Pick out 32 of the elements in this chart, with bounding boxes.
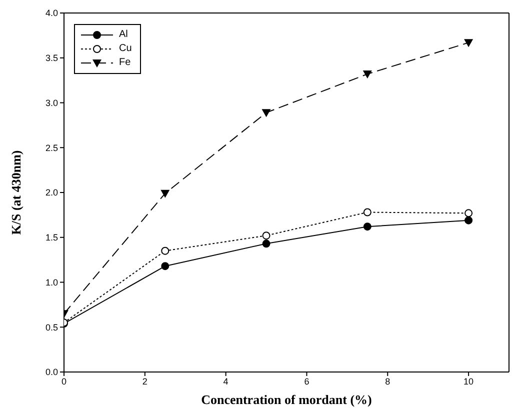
y-tick-label: 2.5	[45, 142, 58, 153]
point	[160, 190, 170, 198]
y-tick-label: 3.0	[45, 98, 58, 108]
x-tick-label: 8	[385, 376, 390, 386]
y-tick-label: 0.5	[45, 322, 58, 332]
x-tick-label: 4	[223, 376, 228, 386]
y-tick-label: 4.0	[45, 8, 58, 18]
point	[464, 216, 473, 224]
x-tick-label: 10	[464, 376, 474, 386]
point	[464, 209, 473, 218]
point	[464, 39, 474, 48]
point	[363, 222, 372, 231]
point	[161, 246, 170, 255]
point	[362, 70, 372, 79]
x-tick-label: 2	[142, 376, 148, 386]
x-tick-label: 6	[304, 376, 310, 386]
legend-label: Al	[119, 28, 128, 42]
y-tick-label: 1.0	[45, 277, 58, 288]
legend-label: Cu	[119, 42, 132, 56]
legend-label: Fe	[119, 56, 131, 70]
point	[262, 240, 270, 248]
y-tick-label: 1.5	[45, 232, 58, 243]
point	[262, 109, 271, 118]
y-tick-label: 3.5	[45, 53, 58, 64]
y-axis-title: K/S (at 430nm)	[8, 150, 24, 235]
point	[363, 208, 372, 216]
y-tick-label: 0.0	[45, 367, 58, 378]
y-tick-label: 2.0	[45, 188, 58, 198]
x-axis-title: Concentration of mordant (%)	[201, 392, 372, 407]
x-tick-label: 0	[61, 376, 67, 386]
point	[262, 232, 270, 240]
point	[161, 262, 170, 270]
